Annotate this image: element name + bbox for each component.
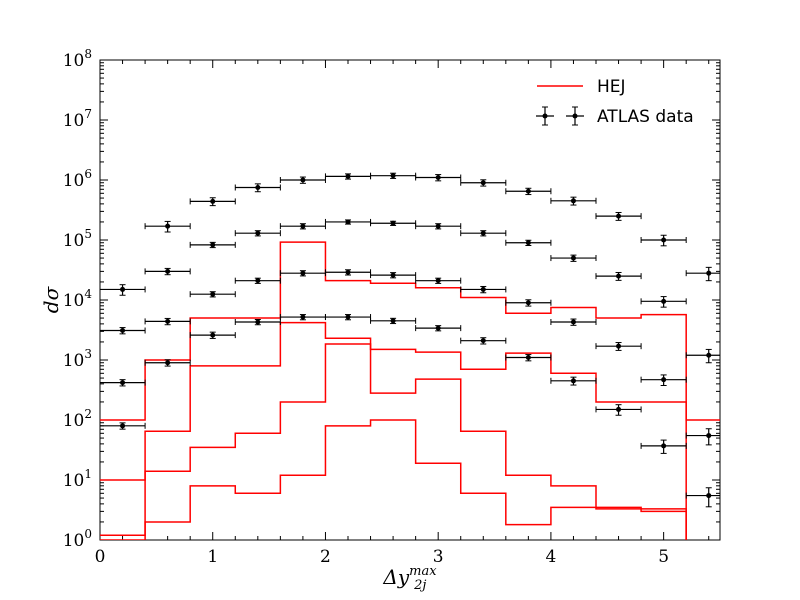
data-point xyxy=(570,319,576,325)
data-point xyxy=(120,380,126,386)
data-point xyxy=(616,343,622,349)
y-tick-label: 104 xyxy=(63,287,93,311)
hej-step-line xyxy=(100,241,720,421)
x-axis-label: Δymax 2j xyxy=(382,564,437,593)
data-point xyxy=(345,219,351,225)
x-tick-label: 3 xyxy=(433,547,444,567)
legend-data-point xyxy=(542,113,548,119)
y-tick-label: 106 xyxy=(63,167,92,191)
data-point xyxy=(300,314,306,320)
data-point xyxy=(390,318,396,324)
data-point xyxy=(345,269,351,275)
data-point xyxy=(661,443,667,449)
data-point xyxy=(165,318,171,324)
data-point xyxy=(706,352,712,358)
data-point xyxy=(210,198,216,204)
data-point xyxy=(616,406,622,412)
data-point xyxy=(480,338,486,344)
legend-label-hej: HEJ xyxy=(597,77,626,97)
y-tick-label: 100 xyxy=(63,527,92,551)
data-point xyxy=(255,184,261,190)
plot-frame xyxy=(99,59,721,541)
y-tick-label: 108 xyxy=(63,47,92,71)
data-point xyxy=(120,328,126,334)
hej-step-line xyxy=(100,419,687,540)
y-tick-label: 101 xyxy=(63,467,92,491)
y-tick-label: 102 xyxy=(63,407,92,431)
data-point xyxy=(255,230,261,236)
x-axis-label-text: Δymax 2j xyxy=(382,564,437,593)
data-point xyxy=(300,223,306,229)
x-tick-label: 0 xyxy=(95,547,106,567)
data-point xyxy=(706,493,712,499)
data-point xyxy=(390,173,396,179)
hej-step-line xyxy=(100,321,687,540)
hej-step-line xyxy=(100,343,687,540)
legend: HEJ ATLAS data xyxy=(536,77,694,127)
data-point xyxy=(435,325,441,331)
legend-data-point xyxy=(572,113,578,119)
data-point xyxy=(165,223,171,229)
x-tick-label: 2 xyxy=(320,547,331,567)
data-point xyxy=(706,433,712,439)
data-point xyxy=(480,180,486,186)
data-point xyxy=(165,268,171,274)
data-point xyxy=(165,360,171,366)
data-point xyxy=(616,213,622,219)
data-point xyxy=(525,300,531,306)
data-point xyxy=(345,314,351,320)
data-point xyxy=(570,198,576,204)
data-point xyxy=(661,298,667,304)
data-point xyxy=(300,177,306,183)
x-tick-label: 1 xyxy=(207,547,218,567)
data-point xyxy=(525,240,531,246)
data-point xyxy=(480,230,486,236)
atlas-data-series xyxy=(100,172,720,296)
data-point xyxy=(706,270,712,276)
data-point xyxy=(570,378,576,384)
legend-label-atlas: ATLAS data xyxy=(597,107,694,127)
data-point xyxy=(435,175,441,181)
y-tick-label: 103 xyxy=(63,347,92,371)
data-point xyxy=(661,377,667,383)
data-point xyxy=(255,278,261,284)
data-point xyxy=(435,223,441,229)
y-axis-label: dσ xyxy=(39,285,63,313)
data-point xyxy=(525,355,531,361)
x-tick-label: 4 xyxy=(545,547,556,567)
x-tick-label: 5 xyxy=(658,547,669,567)
data-point xyxy=(300,270,306,276)
data-point xyxy=(390,272,396,278)
data-point xyxy=(435,278,441,284)
data-point xyxy=(210,291,216,297)
atlas-data-series xyxy=(100,269,720,446)
y-tick-label: 107 xyxy=(63,107,92,131)
data-point xyxy=(210,242,216,248)
data-point xyxy=(661,237,667,243)
y-tick-label: 105 xyxy=(63,227,92,251)
data-point xyxy=(120,286,126,292)
data-point xyxy=(210,332,216,338)
atlas-data-series xyxy=(100,314,720,508)
data-point xyxy=(255,319,261,325)
data-point xyxy=(480,286,486,292)
data-point xyxy=(570,255,576,261)
data-point xyxy=(345,173,351,179)
data-point xyxy=(616,273,622,279)
data-point xyxy=(525,188,531,194)
data-point xyxy=(390,220,396,226)
data-point xyxy=(120,423,126,429)
atlas-data-series xyxy=(100,218,720,364)
